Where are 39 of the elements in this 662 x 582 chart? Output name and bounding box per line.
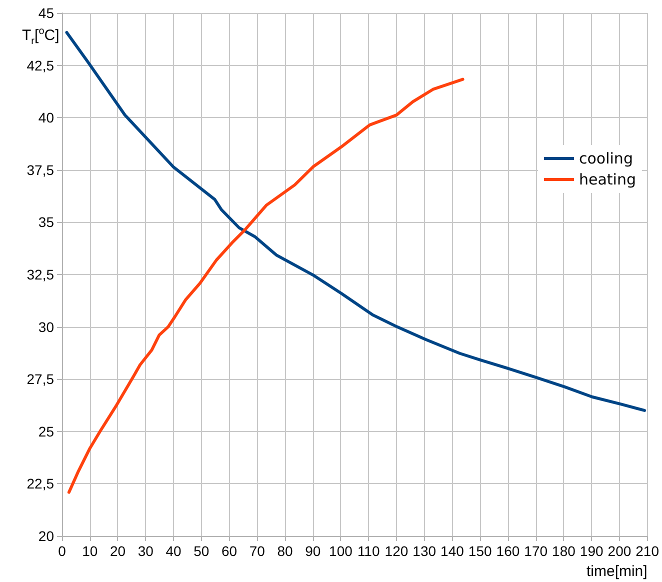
y-axis-title: T$_{r}$[$^{o}$C] (22, 26, 60, 48)
y-tick-label: 32,5 (26, 266, 54, 282)
y-tick-label: 42,5 (26, 57, 54, 74)
x-tick-label: 90 (305, 543, 321, 559)
y-tick-label: 30 (38, 318, 54, 335)
x-tick-label: 130 (412, 543, 436, 559)
x-tick-label: 10 (82, 543, 98, 559)
legend-label: heating (578, 170, 636, 188)
x-tick-label: 140 (440, 543, 464, 559)
x-tick-label: 150 (468, 543, 492, 559)
x-tick-label: 190 (580, 543, 604, 559)
x-tick-label: 100 (329, 543, 353, 559)
x-tick-label: 80 (277, 543, 293, 559)
x-tick-label: 160 (496, 543, 520, 559)
x-tick-label: 210 (636, 543, 660, 559)
x-tick-label: 30 (138, 543, 154, 559)
y-tick-label: 27,5 (26, 371, 54, 388)
x-tick-label: 120 (384, 543, 408, 559)
y-tick-label: 45 (38, 5, 54, 21)
x-axis-title: time[min] (586, 563, 648, 580)
y-tick-label: 20 (38, 528, 54, 544)
line-series (67, 78, 464, 494)
x-tick-label: 0 (58, 543, 66, 559)
y-tick-label: 35 (38, 214, 54, 230)
x-tick-label: 20 (110, 543, 126, 559)
x-tick-label: 170 (524, 543, 548, 559)
x-tick-label: 70 (249, 543, 266, 559)
x-tick-label: 60 (221, 543, 238, 559)
y-tick-label: 40 (38, 110, 54, 126)
x-tick-label: 180 (552, 543, 576, 559)
legend-label: cooling (578, 150, 633, 168)
x-tick-label: 40 (166, 543, 182, 559)
y-tick-label: 37,5 (26, 162, 54, 178)
y-tick-label: 22,5 (26, 476, 54, 492)
line-series (65, 30, 646, 412)
x-tick-label: 50 (194, 543, 210, 559)
x-tick-label: 110 (357, 543, 380, 559)
y-tick-label: 25 (38, 423, 54, 440)
x-tick-label: 200 (608, 543, 632, 559)
